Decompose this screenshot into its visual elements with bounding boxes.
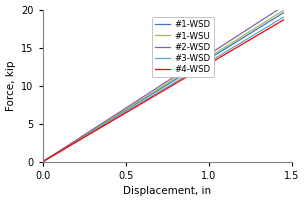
#2-WSD <box>282 5 285 7</box>
#3-WSD <box>184 75 188 77</box>
#2-WSD <box>244 29 247 32</box>
#1-WSU <box>183 71 187 73</box>
#1-WSU <box>184 70 188 73</box>
#1-WSD <box>41 161 44 163</box>
X-axis label: Displacement, in: Displacement, in <box>123 186 211 196</box>
Line: #3-WSD: #3-WSD <box>42 17 283 162</box>
#2-WSD <box>259 20 263 22</box>
#3-WSD <box>41 160 45 163</box>
#2-WSD <box>184 68 188 70</box>
#1-WSD <box>244 35 247 37</box>
#1-WSU <box>41 161 44 163</box>
#2-WSD <box>41 160 45 163</box>
#1-WSD <box>282 12 285 14</box>
#1-WSU <box>244 33 247 35</box>
#4-WSD <box>184 76 188 79</box>
#1-WSD <box>184 72 188 74</box>
#4-WSD <box>282 19 285 21</box>
#1-WSD <box>188 69 192 72</box>
#2-WSD <box>41 161 44 163</box>
#4-WSD <box>244 41 247 43</box>
#2-WSD <box>183 68 187 71</box>
#3-WSD <box>41 161 44 163</box>
#4-WSD <box>183 77 187 79</box>
#1-WSD <box>259 25 263 28</box>
#4-WSD <box>41 160 45 163</box>
Y-axis label: Force, kip: Force, kip <box>5 60 16 111</box>
#3-WSD <box>188 72 192 75</box>
#3-WSD <box>244 39 247 41</box>
#1-WSD <box>183 72 187 75</box>
Line: #1-WSD: #1-WSD <box>42 13 283 162</box>
#4-WSD <box>41 161 44 163</box>
#4-WSD <box>188 74 192 76</box>
Line: #1-WSU: #1-WSU <box>42 10 283 162</box>
#3-WSD <box>259 29 263 32</box>
Legend: #1-WSD, #1-WSU, #2-WSD, #3-WSD, #4-WSD: #1-WSD, #1-WSU, #2-WSD, #3-WSD, #4-WSD <box>152 17 214 77</box>
#1-WSU <box>188 68 192 70</box>
#3-WSD <box>183 75 187 77</box>
#1-WSU <box>282 9 285 12</box>
Line: #2-WSD: #2-WSD <box>42 6 283 162</box>
#2-WSD <box>188 65 192 68</box>
#1-WSD <box>41 160 45 163</box>
#1-WSU <box>259 23 263 26</box>
Line: #4-WSD: #4-WSD <box>42 20 283 162</box>
#1-WSU <box>41 160 45 163</box>
#3-WSD <box>282 16 285 18</box>
#4-WSD <box>259 32 263 35</box>
